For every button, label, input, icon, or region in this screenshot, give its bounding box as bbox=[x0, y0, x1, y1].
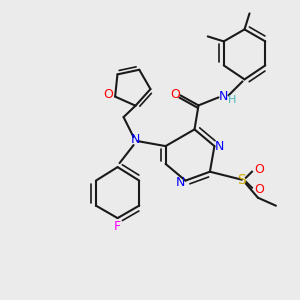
Text: H: H bbox=[228, 95, 237, 105]
Text: O: O bbox=[254, 163, 264, 176]
Text: F: F bbox=[114, 220, 121, 232]
Text: N: N bbox=[131, 133, 140, 146]
Text: O: O bbox=[254, 183, 264, 196]
Text: S: S bbox=[238, 173, 246, 187]
Text: N: N bbox=[176, 176, 185, 189]
Text: O: O bbox=[103, 88, 113, 101]
Text: O: O bbox=[171, 88, 181, 101]
Text: N: N bbox=[215, 140, 224, 153]
Text: N: N bbox=[219, 90, 228, 103]
